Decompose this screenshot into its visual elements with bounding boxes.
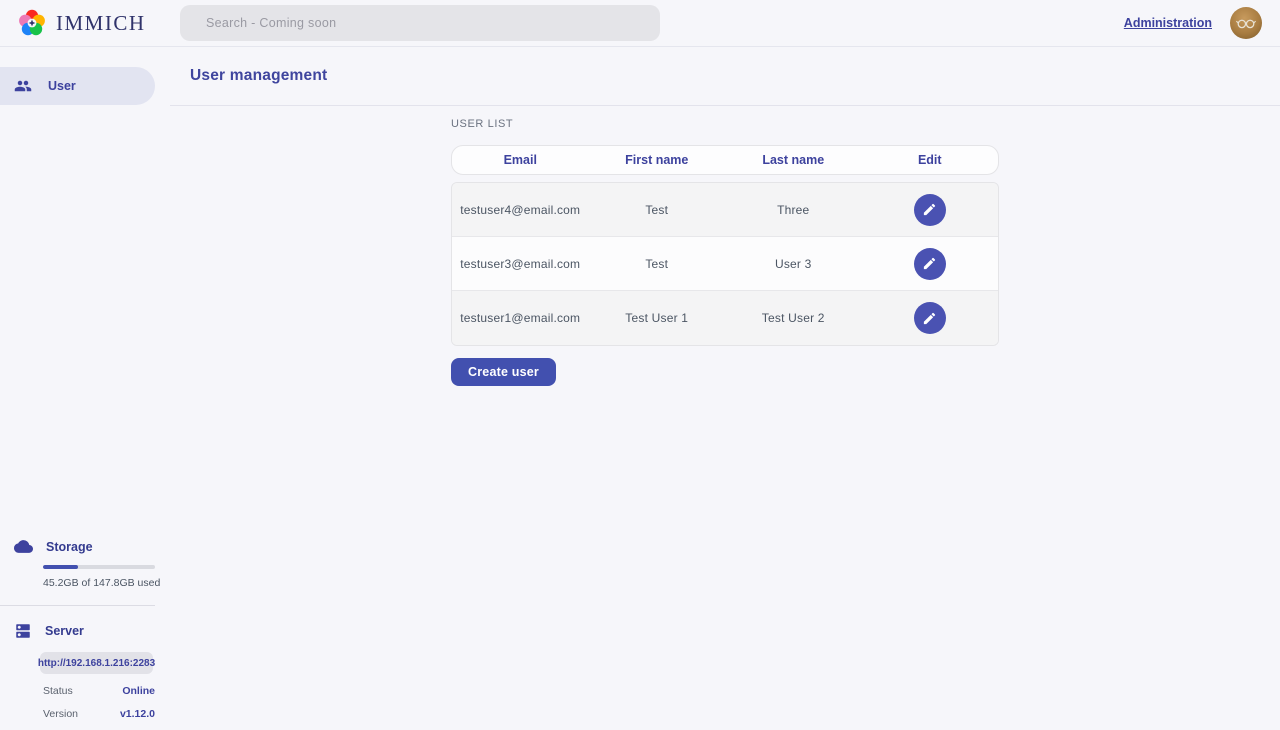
table-row: testuser4@email.com Test Three xyxy=(452,183,998,237)
sidebar-item-user[interactable]: User xyxy=(0,67,155,105)
server-version-value: v1.12.0 xyxy=(119,708,155,720)
cell-last-name: Three xyxy=(777,202,810,217)
cell-email: testuser3@email.com xyxy=(460,256,581,271)
user-list-panel: USER LIST Email First name Last name Edi… xyxy=(451,106,999,386)
storage-title: Storage xyxy=(46,539,93,554)
glasses-icon xyxy=(1235,19,1257,29)
column-header-last-name: Last name xyxy=(762,153,825,167)
page-header: User management xyxy=(170,47,1280,106)
storage-progress-fill xyxy=(43,565,78,569)
server-icon xyxy=(14,622,32,640)
pencil-icon xyxy=(924,312,936,324)
cell-first-name: Test xyxy=(645,256,669,271)
top-navbar: IMMICH Administration xyxy=(0,0,1280,47)
section-label: USER LIST xyxy=(451,118,514,130)
cell-last-name: Test User 2 xyxy=(761,311,825,325)
storage-progress-bar xyxy=(43,565,155,569)
server-version-row: Version v1.12.0 xyxy=(43,708,155,720)
administration-link[interactable]: Administration xyxy=(1123,16,1212,30)
cell-email: testuser1@email.com xyxy=(460,311,581,325)
server-version-label: Version xyxy=(43,708,79,720)
server-title: Server xyxy=(45,624,84,638)
cell-edit xyxy=(862,193,999,226)
cell-edit xyxy=(862,247,999,280)
sidebar-divider xyxy=(0,605,155,606)
main-area: User management USER LIST Email First na… xyxy=(170,47,1280,730)
sidebar-footer: Storage 45.2GB of 147.8GB used Server ht… xyxy=(0,537,170,730)
column-header-first-name: First name xyxy=(625,153,689,167)
edit-user-button[interactable] xyxy=(913,193,946,226)
sidebar-item-user-label: User xyxy=(48,79,76,93)
page-title: User management xyxy=(190,67,328,84)
server-section-header: Server xyxy=(0,622,170,640)
table-row: testuser1@email.com Test User 1 Test Use… xyxy=(452,291,998,345)
table-row: testuser3@email.com Test User 3 xyxy=(452,237,998,291)
brand[interactable]: IMMICH xyxy=(0,7,180,39)
pencil-icon xyxy=(924,203,936,216)
cell-first-name: Test xyxy=(645,202,669,217)
sidebar: User Storage 45.2GB of 147.8GB used xyxy=(0,47,170,730)
edit-user-button[interactable] xyxy=(913,302,946,334)
server-status-value: Online xyxy=(122,685,155,697)
storage-section-header: Storage xyxy=(0,537,170,556)
cell-email: testuser4@email.com xyxy=(460,202,581,217)
create-user-button[interactable]: Create user xyxy=(451,358,556,386)
immich-logo-icon xyxy=(16,7,48,39)
user-avatar[interactable] xyxy=(1230,7,1262,39)
column-header-email: Email xyxy=(503,153,537,167)
user-table-rows: testuser4@email.com Test Three testuser3… xyxy=(451,182,999,346)
pencil-icon xyxy=(924,257,936,270)
cloud-icon xyxy=(14,537,33,556)
brand-text: IMMICH xyxy=(56,10,146,35)
cell-last-name: User 3 xyxy=(774,256,812,271)
server-url: http://192.168.1.216:2283 xyxy=(38,652,155,674)
search-input[interactable] xyxy=(180,5,660,41)
cell-edit xyxy=(862,302,999,334)
user-table-header: Email First name Last name Edit xyxy=(451,145,999,175)
cell-first-name: Test User 1 xyxy=(625,311,689,325)
column-header-edit: Edit xyxy=(917,153,942,167)
server-status-label: Status xyxy=(43,685,73,697)
edit-user-button[interactable] xyxy=(913,247,946,280)
server-status-row: Status Online xyxy=(43,685,155,697)
users-icon xyxy=(14,77,32,95)
storage-usage-text: 45.2GB of 147.8GB used xyxy=(43,577,161,589)
